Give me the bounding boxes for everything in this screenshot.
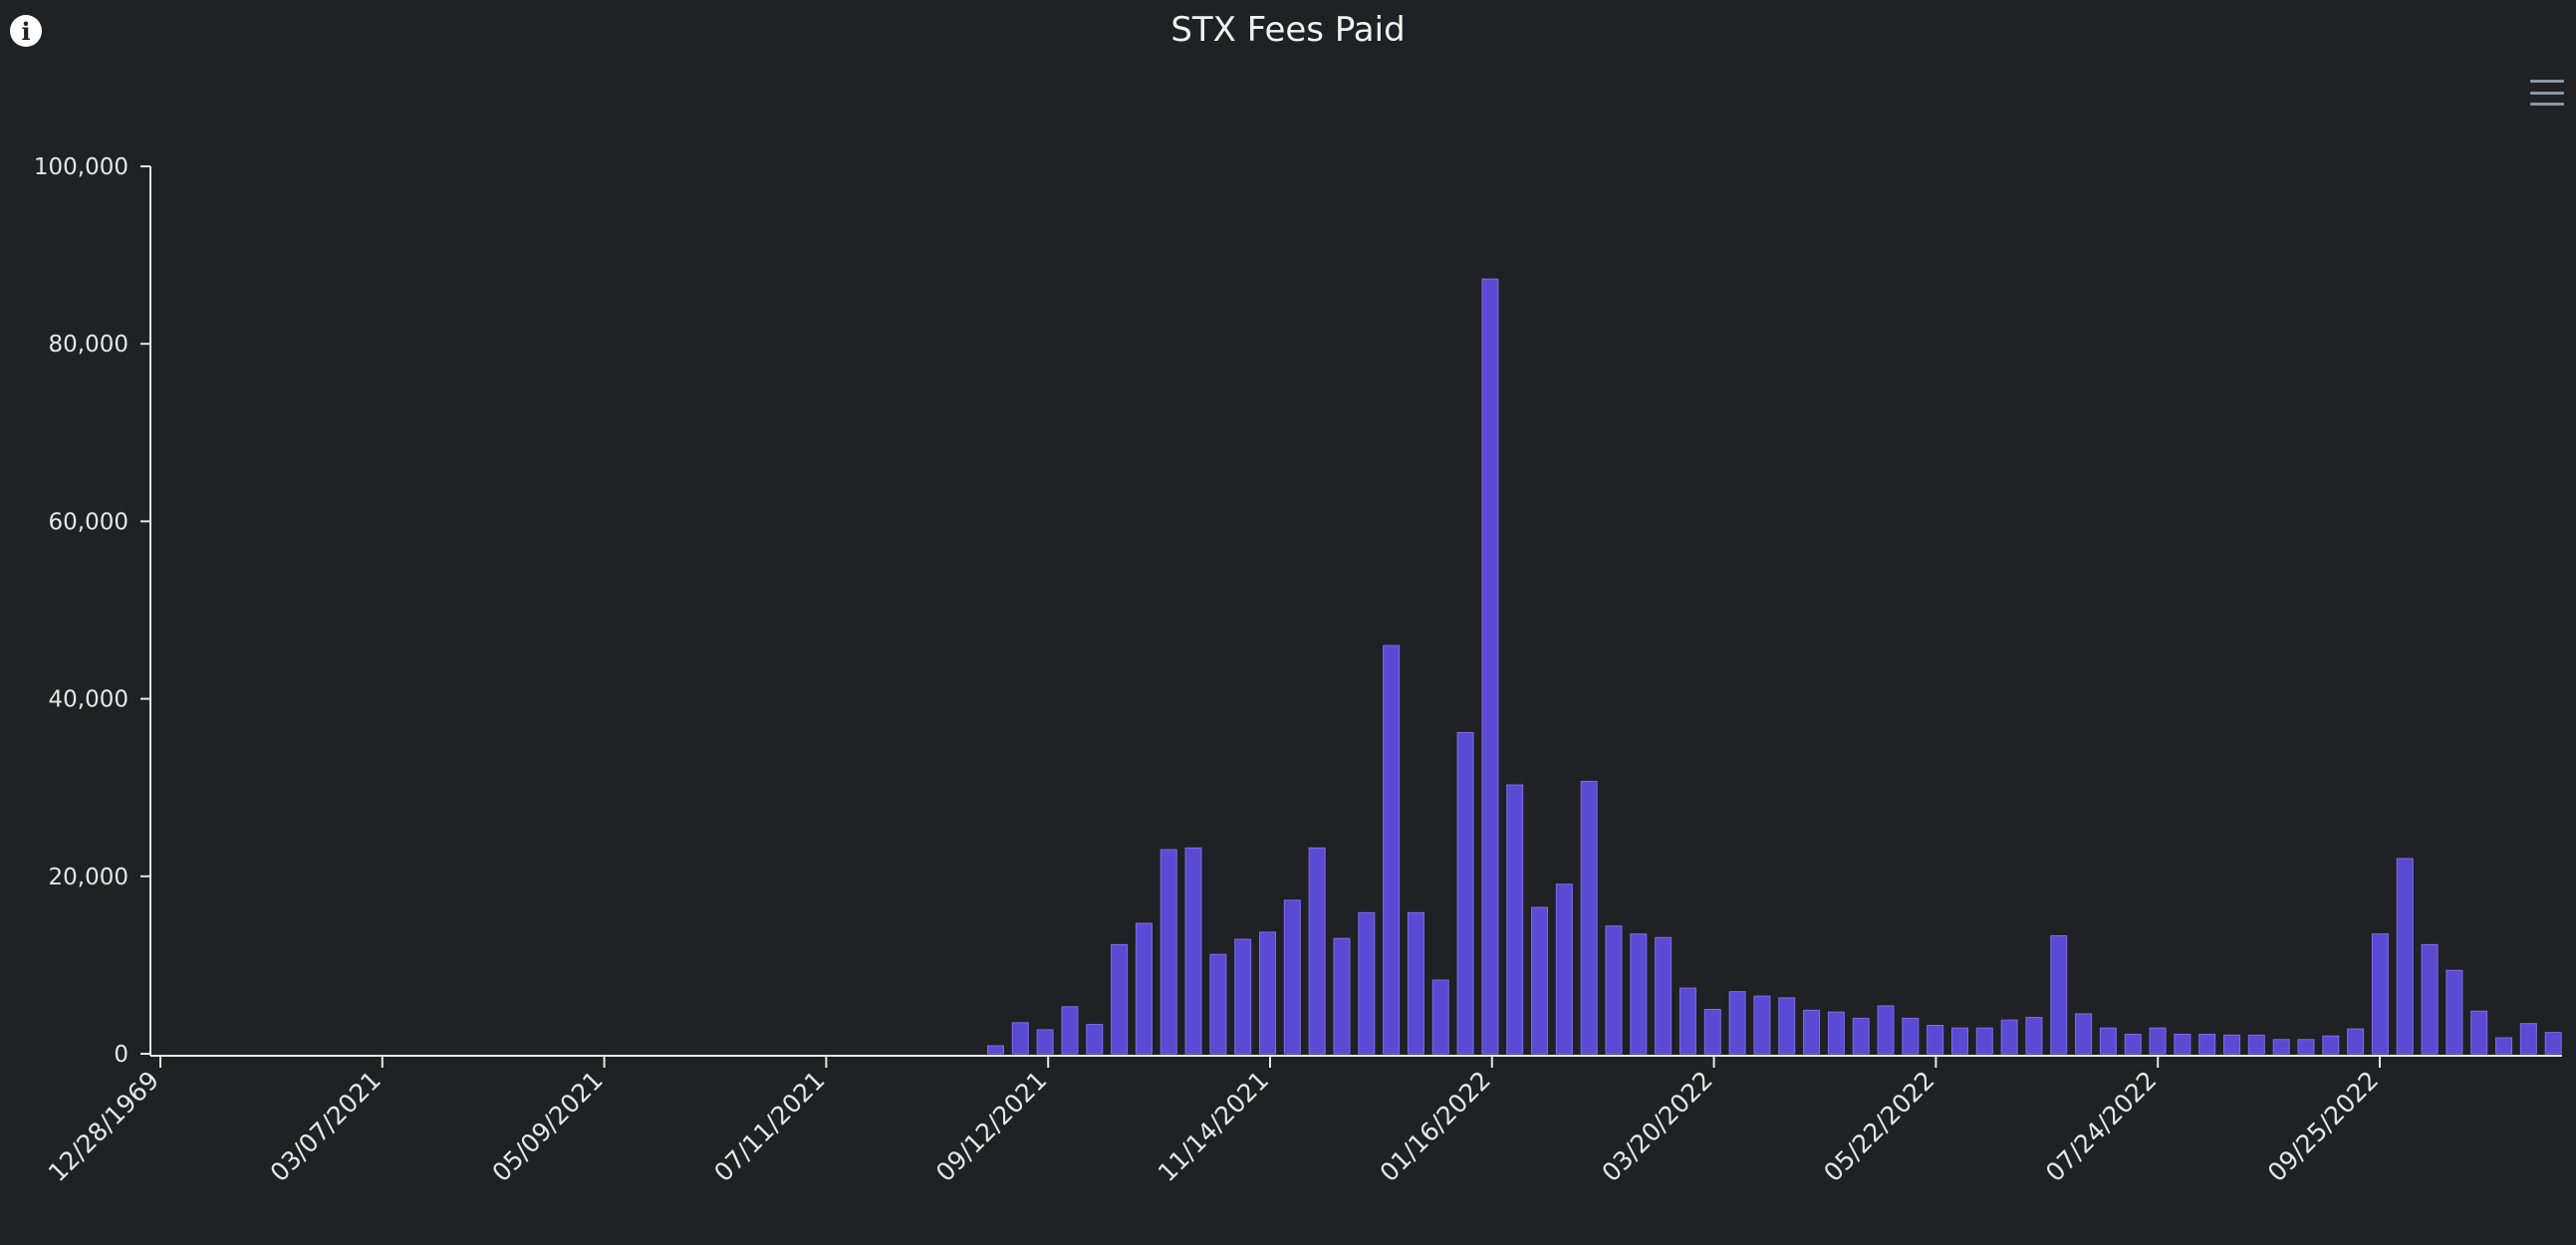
menu-line xyxy=(2530,91,2564,95)
bar xyxy=(1135,922,1153,1055)
bar xyxy=(2247,1034,2265,1055)
bar xyxy=(1580,780,1598,1055)
x-tick-label: 03/07/2021 xyxy=(265,1066,386,1187)
bar xyxy=(2470,1010,2488,1055)
x-tick-label: 09/25/2022 xyxy=(2262,1066,2384,1187)
bars xyxy=(987,278,2562,1055)
bar xyxy=(1358,911,1376,1055)
y-tick-label: 40,000 xyxy=(49,687,129,713)
bar xyxy=(2371,933,2389,1055)
bar xyxy=(2050,934,2068,1055)
bar xyxy=(1555,883,1573,1055)
info-icon[interactable]: i xyxy=(10,15,42,47)
bar xyxy=(2519,1023,2537,1055)
bar xyxy=(1778,997,1796,1055)
bar xyxy=(1159,849,1177,1055)
bar xyxy=(2396,858,2414,1055)
bar xyxy=(1111,943,1129,1055)
bar xyxy=(2075,1013,2093,1055)
x-tick-label: 07/24/2022 xyxy=(2040,1066,2162,1187)
bar xyxy=(1259,931,1277,1055)
bar xyxy=(2272,1039,2290,1055)
bar xyxy=(1209,953,1227,1055)
bar xyxy=(1061,1006,1079,1055)
x-axis: 12/28/1969 03/07/2021 05/09/2021 07/11/2021… xyxy=(43,1055,2562,1187)
x-tick-label: 03/20/2022 xyxy=(1596,1066,1717,1187)
bar xyxy=(2495,1037,2513,1055)
bar xyxy=(1728,991,1746,1055)
bar xyxy=(1036,1029,1054,1055)
x-tick-label: 05/22/2022 xyxy=(1818,1066,1939,1187)
bar xyxy=(1605,925,1623,1055)
bar xyxy=(1877,1005,1895,1055)
bar xyxy=(1011,1022,1029,1055)
x-tick-label: 07/11/2021 xyxy=(708,1066,830,1187)
bar xyxy=(1283,899,1301,1055)
bar xyxy=(1753,995,1771,1055)
bar xyxy=(1184,847,1202,1055)
y-tick-label: 20,000 xyxy=(49,865,129,890)
bar xyxy=(2223,1034,2240,1055)
hamburger-menu-icon[interactable] xyxy=(2530,80,2564,106)
bar xyxy=(1431,979,1449,1055)
bar xyxy=(1481,278,1499,1055)
bar xyxy=(1927,1024,1944,1055)
bar xyxy=(2421,943,2439,1055)
bar xyxy=(1630,933,1648,1055)
y-tick-label: 80,000 xyxy=(49,332,129,358)
bar xyxy=(1506,784,1524,1055)
bar xyxy=(1852,1017,1870,1055)
menu-line xyxy=(2530,80,2564,83)
bar xyxy=(2347,1028,2365,1055)
bar xyxy=(1950,1027,1968,1055)
bar xyxy=(1902,1017,1920,1055)
bar xyxy=(1407,911,1424,1055)
bar xyxy=(2322,1035,2340,1055)
bar xyxy=(2297,1039,2315,1055)
bar xyxy=(1456,731,1474,1055)
x-tick-label: 12/28/1969 xyxy=(43,1066,164,1187)
bar xyxy=(1803,1009,1821,1055)
x-tick-label: 11/14/2021 xyxy=(1153,1066,1274,1187)
bar xyxy=(1655,936,1673,1055)
bar xyxy=(1333,937,1351,1055)
bar xyxy=(1678,987,1696,1055)
y-axis: 0 20,000 40,000 60,000 80,000 100,000 xyxy=(34,154,151,1068)
bar xyxy=(1531,906,1549,1055)
y-tick-label: 60,000 xyxy=(49,509,129,535)
bar xyxy=(1975,1027,1993,1055)
x-tick-label: 01/16/2022 xyxy=(1375,1066,1496,1187)
bar xyxy=(2124,1033,2142,1055)
bar xyxy=(2000,1019,2018,1055)
bar xyxy=(2025,1016,2043,1055)
bar xyxy=(2149,1027,2167,1055)
bar xyxy=(2099,1027,2117,1055)
bar xyxy=(1086,1024,1104,1055)
menu-line xyxy=(2530,103,2564,106)
bar xyxy=(987,1045,1004,1055)
x-tick-label: 09/12/2021 xyxy=(930,1066,1052,1187)
bar xyxy=(1383,644,1401,1055)
bar xyxy=(1234,938,1252,1055)
x-tick-label: 05/09/2021 xyxy=(486,1066,608,1187)
bar xyxy=(1827,1011,1845,1055)
bar xyxy=(2198,1033,2216,1055)
bar xyxy=(2446,969,2463,1055)
bar xyxy=(1703,1008,1721,1055)
bar xyxy=(1308,847,1326,1055)
y-tick-label: 100,000 xyxy=(34,154,129,180)
bar xyxy=(2544,1032,2562,1055)
y-tick-label: 0 xyxy=(114,1042,129,1068)
chart-title: STX Fees Paid xyxy=(1170,10,1406,50)
bar xyxy=(2174,1033,2191,1055)
